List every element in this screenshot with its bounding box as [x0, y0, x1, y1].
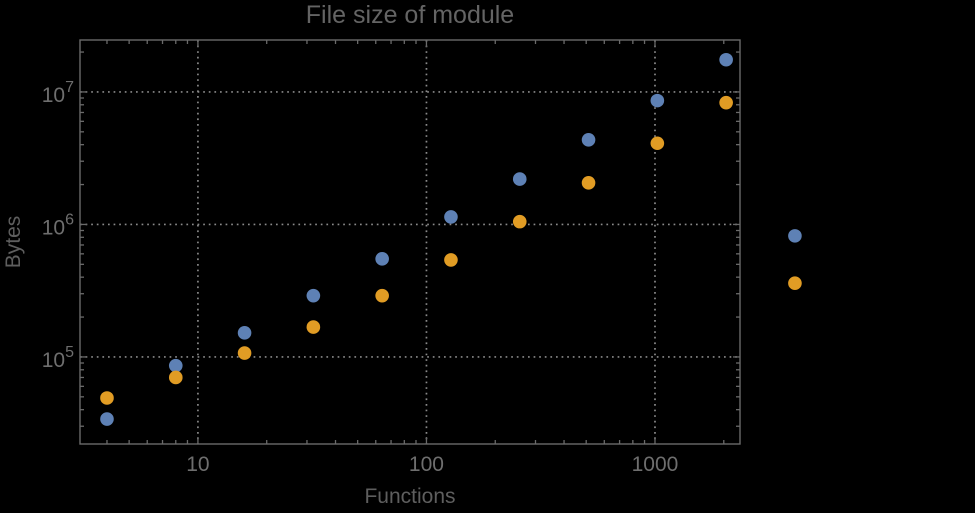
y-axis-label: Bytes	[2, 215, 25, 269]
data-point-series-1-blue-x512	[581, 133, 596, 147]
x-tick-label-1000: 1000	[632, 453, 679, 476]
data-point-series-1-blue-x128	[444, 210, 458, 224]
data-point-series-2-orange-x512	[581, 176, 596, 190]
data-point-series-2-orange-x16	[237, 346, 252, 360]
x-tick-label-100: 100	[409, 453, 444, 476]
data-point-series-1-blue-x4096	[788, 229, 802, 243]
y-tick-label-10e6: 106	[42, 211, 74, 239]
data-point-series-1-blue-x2048	[719, 52, 733, 67]
data-point-series-2-orange-x256	[512, 214, 527, 229]
y-tick-label-10e5: 105	[42, 344, 74, 372]
data-point-series-2-orange-x128	[444, 253, 458, 267]
data-point-series-2-orange-x2048	[719, 95, 733, 110]
data-point-series-2-orange-x1024	[650, 136, 665, 151]
data-point-series-1-blue-x64	[375, 252, 389, 266]
data-point-series-1-blue-x32	[306, 288, 321, 303]
data-point-series-2-orange-x4	[100, 391, 114, 405]
data-point-series-2-orange-x4096	[788, 276, 802, 291]
data-point-series-2-orange-x64	[375, 288, 389, 303]
data-point-series-2-orange-x8	[168, 370, 183, 385]
y-tick-label-10e7: 107	[42, 79, 74, 107]
x-tick-label-10: 10	[186, 453, 209, 476]
data-point-series-1-blue-x4	[100, 412, 114, 426]
data-point-series-2-orange-x32	[306, 320, 321, 334]
plot-frame	[79, 39, 741, 445]
chart-title: File size of module	[305, 1, 515, 29]
data-point-series-1-blue-x1024	[650, 93, 665, 108]
data-point-series-1-blue-x16	[237, 326, 252, 340]
data-point-series-1-blue-x256	[512, 172, 527, 186]
x-axis-label: Functions	[364, 485, 456, 508]
data-point-series-1-blue-x8	[168, 358, 183, 373]
